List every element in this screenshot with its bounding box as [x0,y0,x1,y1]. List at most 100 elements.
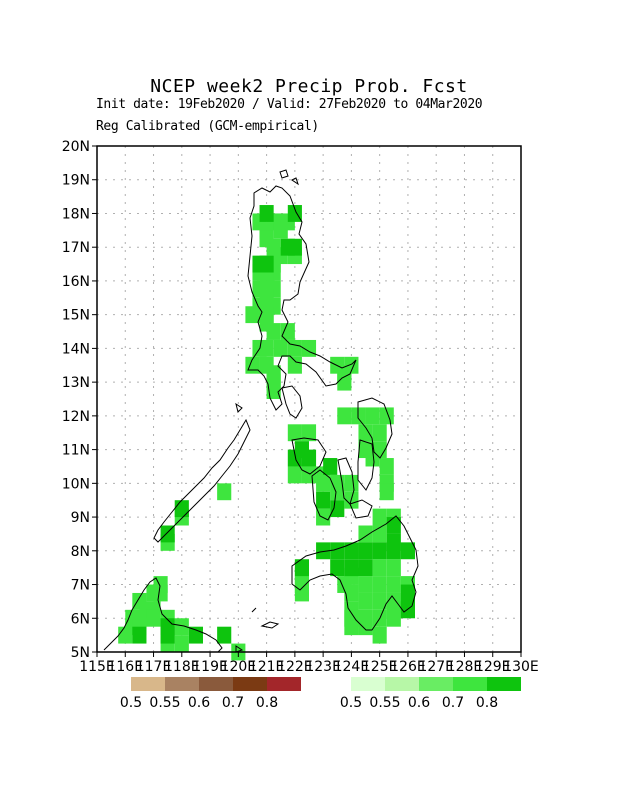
lon-label: 121E [249,659,285,675]
legend-label: 0.55 [369,695,400,711]
legend-label: 0.5 [340,695,362,711]
prob-cell-0.8 [188,626,203,644]
negros-coast [311,469,337,521]
prob-cell-0.7 [386,601,401,619]
prob-cell-0.7 [358,618,373,636]
panay-coast [291,437,327,475]
prob-cell-0.8 [323,458,338,475]
prob-cell-0.7 [287,339,302,357]
prob-cell-0.7 [294,584,309,602]
mindoro-coast [281,385,303,419]
coastline [103,169,419,653]
prob-cell-0.7 [174,618,189,636]
lat-label: 12N [62,409,90,425]
legend-label: 0.7 [222,695,244,711]
prob-cell-0.7 [273,339,288,357]
init-valid-dates: Init date: 19Feb2020 / Valid: 27Feb2020 … [96,97,483,112]
prob-cell-0.8 [160,525,175,543]
prob-cell-0.7 [337,576,352,593]
prob-cell-0.8 [316,542,331,560]
prob-cell-0.7 [217,483,232,501]
prob-cell-0.7 [287,356,302,374]
lat-label: 14N [62,341,90,357]
prob-cell-0.8 [358,559,373,577]
prob-cell-0.7 [266,323,281,340]
mindanao-coast [291,515,419,631]
grid-lines [97,146,521,652]
legend-label: 0.8 [476,695,498,711]
prob-cell-0.7 [280,323,295,340]
prob-cell-0.7 [337,407,352,425]
legend-swatch [165,677,199,691]
lon-label: 119E [192,659,228,675]
prob-cell-0.8 [330,559,345,577]
lon-label: 127E [418,659,454,675]
prob-cell-0.7 [245,356,260,374]
prob-cell-0.8 [344,559,359,577]
prob-cell-0.7 [358,592,373,610]
prob-cell-0.7 [344,618,359,636]
lat-label: 17N [62,240,90,256]
legend-label: 0.8 [256,695,278,711]
lon-label: 116E [107,659,143,675]
probability-cells [118,205,415,661]
prob-cell-0.7 [386,576,401,593]
prob-cell-0.7 [372,424,387,442]
lon-label: 123E [305,659,341,675]
lon-label: 129E [475,659,511,675]
method-label: Reg Calibrated (GCM-empirical) [96,119,319,134]
legend-swatch [453,677,487,691]
prob-cell-0.7 [344,474,359,492]
prob-cell-0.8 [217,626,232,644]
chart-title: NCEP week2 Precip Prob. Fcst [150,76,468,97]
prob-cell-0.7 [379,483,394,501]
borneo-coast [103,577,223,653]
prob-cell-0.8 [174,500,189,518]
legend-swatch [385,677,419,691]
prob-cell-0.7 [372,592,387,610]
prob-cell-0.8 [132,626,147,644]
prob-cell-0.8 [386,533,401,551]
prob-cell-0.8 [330,542,345,560]
prob-cell-0.7 [266,382,281,399]
prob-cell-0.7 [301,424,317,442]
prob-cell-0.8 [386,517,401,534]
prob-cell-0.8 [160,618,175,636]
prob-cell-0.7 [372,626,387,644]
cebu-coast [337,457,355,505]
legend-label: 0.7 [442,695,464,711]
legend-swatch [267,677,301,691]
prob-cell-0.8 [294,559,309,577]
prob-cell-0.7 [358,576,373,593]
prob-cell-0.7 [372,508,387,526]
prob-cell-0.8 [287,205,302,222]
prob-cell-0.8 [344,542,359,560]
lon-label: 122E [277,659,313,675]
lat-label: 5N [71,645,90,661]
lon-label: 124E [334,659,370,675]
small-islands [235,169,299,413]
sulu-islands [235,607,280,653]
prob-cell-0.7 [132,592,147,610]
lat-label: 15N [62,308,90,324]
lat-label: 6N [71,611,90,627]
samar-coast [357,397,393,459]
lat-label: 10N [62,476,90,492]
prob-cell-0.8 [400,542,415,560]
lon-label: 125E [362,659,398,675]
prob-cell-0.7 [358,424,373,442]
leyte-coast [357,439,375,491]
lon-label: 126E [390,659,426,675]
legend-swatch [351,677,385,691]
prob-cell-0.7 [372,559,387,577]
legend-swatch [487,677,521,691]
prob-cell-0.8 [358,542,373,560]
legend-swatch [199,677,233,691]
lon-label: 115E [79,659,115,675]
prob-cell-0.7 [287,424,302,442]
lat-label: 13N [62,375,90,391]
prob-cell-0.8 [400,601,415,619]
lon-label: 128E [447,659,483,675]
lat-label: 16N [62,274,90,290]
